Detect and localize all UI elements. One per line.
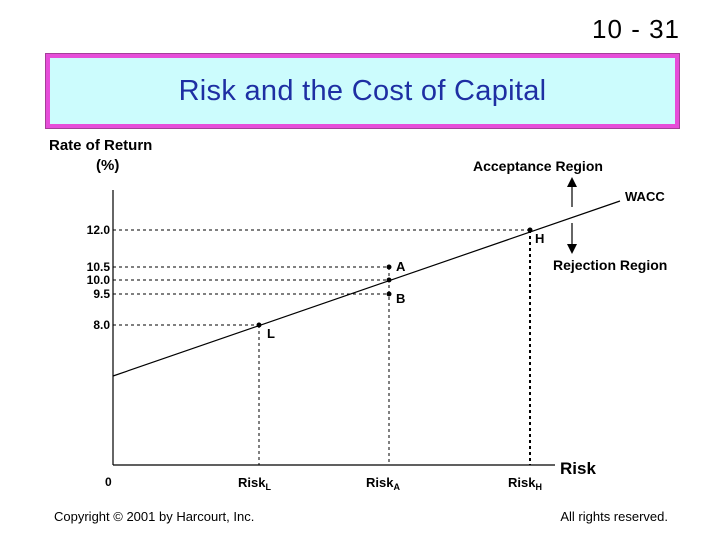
x-tick-risk-a-base: Risk — [366, 475, 394, 490]
slide-number: 10 - 31 — [592, 14, 680, 44]
point-l — [256, 322, 262, 328]
y-tick-12-0: 12.0 — [87, 223, 111, 237]
y-axis-label-line1: Rate of Return — [49, 137, 152, 154]
point-label-b: B — [396, 291, 405, 306]
point-b — [386, 291, 392, 297]
point-wacc-a — [386, 277, 392, 283]
x-tick-risk-l-base: Risk — [238, 475, 266, 490]
wacc-line — [112, 200, 621, 377]
x-tick-risk-a: RiskA — [366, 475, 400, 492]
x-tick-risk-h: RiskH — [508, 475, 542, 492]
x-tick-risk-a-sub: A — [393, 482, 400, 492]
x-axis-label: Risk — [560, 459, 596, 478]
y-tick-10-0: 10.0 — [87, 273, 111, 287]
slide-title: Risk and the Cost of Capital — [178, 74, 547, 107]
point-label-a: A — [396, 259, 406, 274]
x-tick-risk-h-base: Risk — [508, 475, 536, 490]
rejection-region-label: Rejection Region — [553, 257, 667, 273]
y-tick-8-0: 8.0 — [93, 318, 110, 332]
acceptance-region-label: Acceptance Region — [473, 158, 603, 174]
point-h — [527, 227, 533, 233]
point-label-h: H — [535, 231, 544, 246]
y-axis-label-line2: (%) — [96, 157, 119, 174]
y-tick-9-5: 9.5 — [93, 287, 110, 301]
x-tick-risk-h-sub: H — [535, 482, 542, 492]
rights-text: All rights reserved. — [560, 509, 668, 524]
y-tick-10-5: 10.5 — [87, 260, 111, 274]
origin-label: 0 — [105, 475, 112, 489]
point-a — [386, 264, 392, 270]
x-tick-risk-l: RiskL — [238, 475, 271, 492]
title-box: Risk and the Cost of Capital — [46, 54, 679, 128]
x-tick-risk-l-sub: L — [265, 482, 271, 492]
wacc-label: WACC — [625, 189, 665, 204]
down-arrow-icon — [567, 223, 577, 254]
copyright-text: Copyright © 2001 by Harcourt, Inc. — [54, 509, 255, 524]
up-arrow-icon — [567, 177, 577, 207]
point-label-l: L — [267, 326, 275, 341]
